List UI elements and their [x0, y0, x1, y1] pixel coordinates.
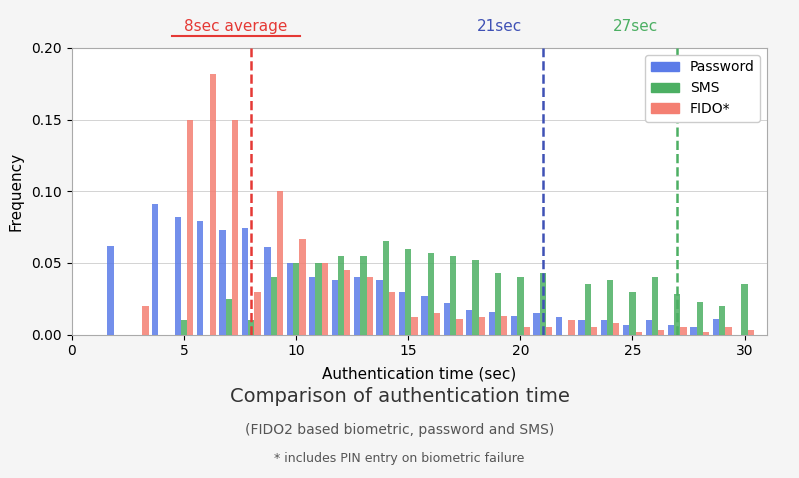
Bar: [534, 313, 539, 335]
Bar: [517, 277, 523, 335]
Bar: [623, 325, 630, 335]
Bar: [367, 277, 373, 335]
Bar: [681, 327, 687, 335]
Text: Comparison of authentication time: Comparison of authentication time: [229, 387, 570, 406]
Bar: [523, 327, 530, 335]
Bar: [668, 325, 674, 335]
Bar: [399, 292, 405, 335]
Bar: [300, 239, 305, 335]
X-axis label: Authentication time (sec): Authentication time (sec): [322, 367, 517, 381]
Bar: [405, 249, 411, 335]
Bar: [613, 323, 619, 335]
Bar: [360, 256, 367, 335]
Bar: [344, 270, 351, 335]
Bar: [197, 221, 203, 335]
Bar: [539, 273, 546, 335]
Bar: [421, 296, 427, 335]
Bar: [546, 327, 552, 335]
Bar: [389, 292, 396, 335]
Bar: [309, 277, 316, 335]
Bar: [287, 263, 293, 335]
Bar: [271, 277, 277, 335]
Bar: [568, 320, 574, 335]
Text: 27sec: 27sec: [613, 19, 658, 34]
Bar: [332, 280, 338, 335]
Bar: [488, 312, 495, 335]
Bar: [434, 313, 440, 335]
Bar: [590, 327, 597, 335]
Bar: [450, 256, 456, 335]
Bar: [501, 316, 507, 335]
Bar: [376, 280, 383, 335]
Bar: [466, 310, 472, 335]
Bar: [175, 217, 181, 335]
Bar: [456, 319, 463, 335]
Bar: [703, 332, 710, 335]
Bar: [209, 74, 216, 335]
Bar: [242, 228, 248, 335]
Bar: [646, 320, 652, 335]
Bar: [511, 316, 517, 335]
Bar: [630, 292, 636, 335]
Bar: [142, 306, 149, 335]
Bar: [748, 330, 754, 335]
Bar: [495, 273, 501, 335]
Bar: [264, 247, 271, 335]
Bar: [254, 292, 260, 335]
Bar: [472, 260, 479, 335]
Legend: Password, SMS, FIDO*: Password, SMS, FIDO*: [646, 55, 760, 122]
Bar: [316, 263, 322, 335]
Bar: [585, 284, 590, 335]
Bar: [354, 277, 360, 335]
Bar: [578, 320, 585, 335]
Bar: [220, 230, 226, 335]
Bar: [322, 263, 328, 335]
Text: 8sec average: 8sec average: [184, 19, 288, 34]
Bar: [411, 317, 418, 335]
Bar: [383, 241, 389, 335]
Bar: [713, 319, 719, 335]
Text: (FIDO2 based biometric, password and SMS): (FIDO2 based biometric, password and SMS…: [244, 423, 555, 437]
Bar: [601, 320, 607, 335]
Bar: [427, 253, 434, 335]
Bar: [607, 280, 613, 335]
Bar: [741, 284, 748, 335]
Bar: [725, 327, 732, 335]
Bar: [652, 277, 658, 335]
Text: * includes PIN entry on biometric failure: * includes PIN entry on biometric failur…: [274, 452, 525, 466]
Bar: [293, 263, 300, 335]
Bar: [277, 191, 283, 335]
Bar: [658, 330, 664, 335]
Bar: [719, 306, 725, 335]
Bar: [226, 299, 232, 335]
Bar: [187, 120, 193, 335]
Bar: [152, 204, 158, 335]
Y-axis label: Frequency: Frequency: [8, 152, 23, 231]
Bar: [479, 317, 485, 335]
Bar: [338, 256, 344, 335]
Bar: [697, 302, 703, 335]
Text: 21sec: 21sec: [477, 19, 522, 34]
Bar: [636, 332, 642, 335]
Bar: [556, 317, 562, 335]
Bar: [674, 294, 681, 335]
Bar: [690, 327, 697, 335]
Bar: [443, 303, 450, 335]
Bar: [181, 320, 187, 335]
Bar: [232, 120, 238, 335]
Bar: [248, 320, 254, 335]
Bar: [107, 246, 113, 335]
